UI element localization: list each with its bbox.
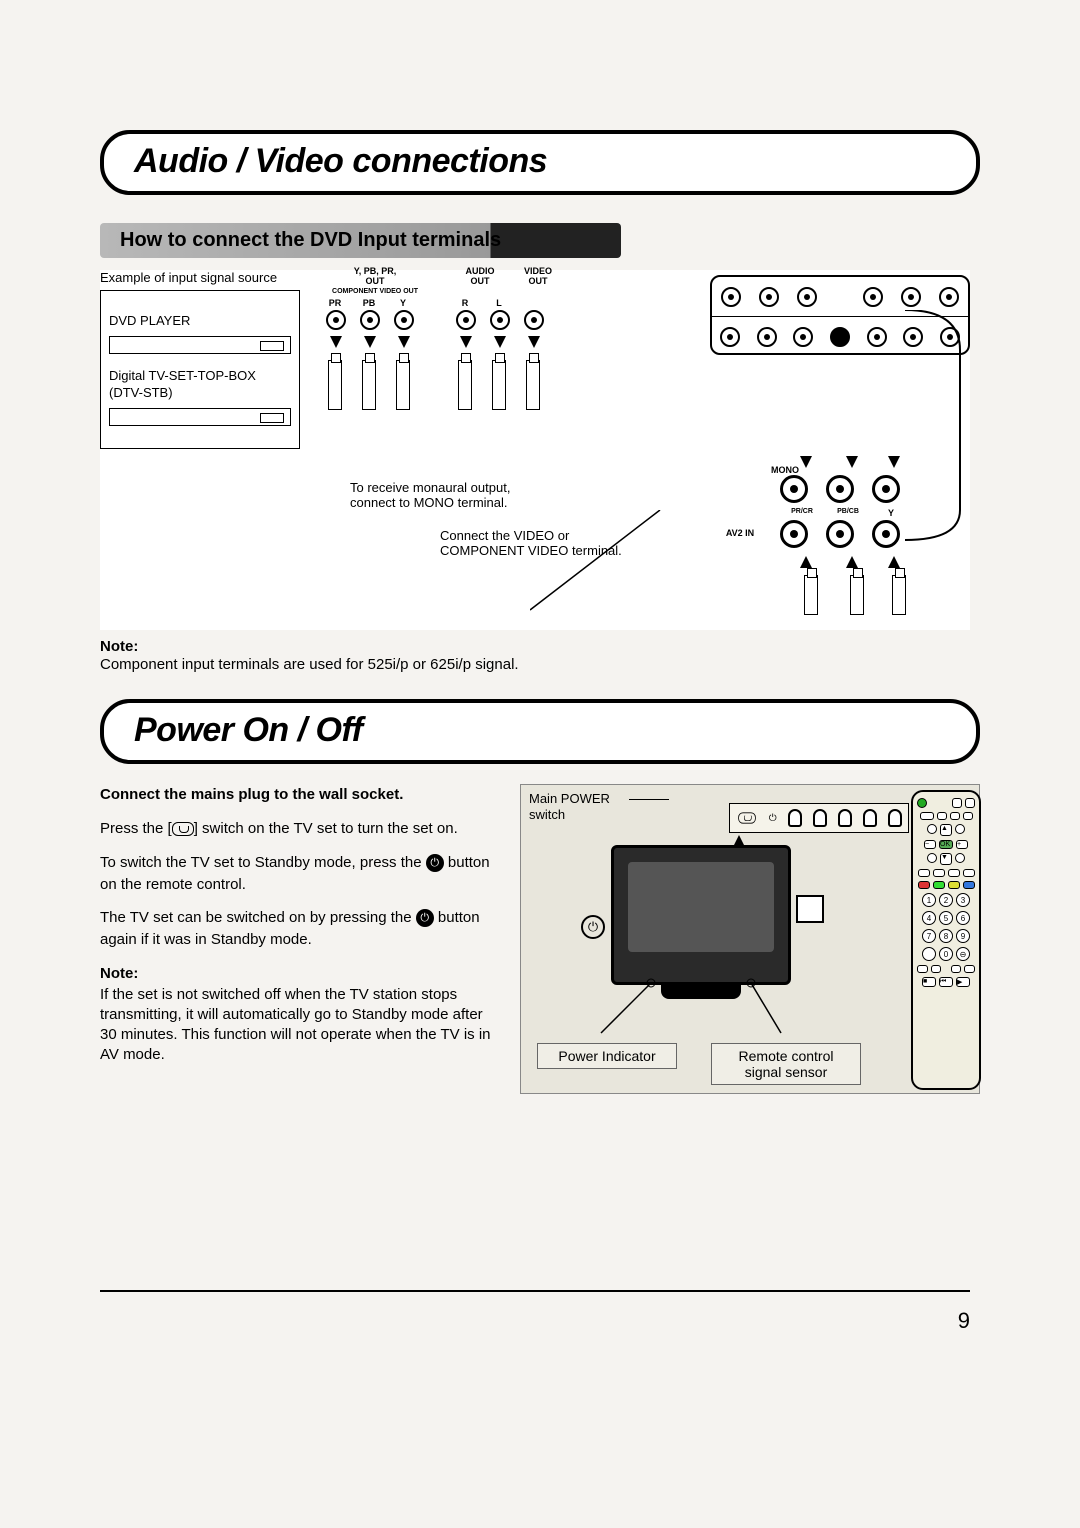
component-jacks (326, 310, 414, 330)
av2in-label: AV2 IN (720, 528, 760, 538)
power-button-icon: ⏻ (426, 854, 444, 872)
connect-plug-text: Connect the mains plug to the wall socke… (100, 784, 500, 806)
note-heading-2: Note: (100, 963, 500, 985)
section-title-power: Power On / Off (134, 711, 956, 750)
remote-control-icon: ▲ −OK+ ▼ 123 456 789 0⊖ ■⏮▶ (911, 790, 981, 1090)
remote-sensor-label: Remote control signal sensor (711, 1043, 861, 1085)
mono-note: To receive monaural output,connect to MO… (350, 480, 510, 510)
source-label: Example of input signal source (100, 270, 277, 285)
power-button-icon-2: ⏻ (416, 909, 434, 927)
standby-text: To switch the TV set to Standby mode, pr… (100, 852, 500, 896)
page-number: 9 (958, 1308, 970, 1334)
mono-jacks (780, 475, 900, 503)
power-switch-icon (172, 822, 194, 836)
dvd-player-label: DVD PLAYER (109, 313, 291, 330)
note-heading-1: Note: (100, 638, 980, 655)
component-in-jacks (780, 520, 900, 548)
section-header-power: Power On / Off (100, 699, 980, 764)
subheading-dvd: How to connect the DVD Input terminals (100, 223, 621, 258)
stb-label-1: Digital TV-SET-TOP-BOX (109, 368, 291, 385)
note-text-1: Component input terminals are used for 5… (100, 655, 980, 675)
power-instructions: Connect the mains plug to the wall socke… (100, 784, 500, 1094)
note-text-2: If the set is not switched off when the … (100, 985, 500, 1066)
stb-icon (109, 408, 291, 426)
component-label: COMPONENT VIDEO OUT (315, 288, 435, 295)
press-switch-text: Press the [] switch on the TV set to tur… (100, 818, 500, 840)
section-title-av: Audio / Video connections (134, 142, 956, 181)
power-indicator-label: Power Indicator (537, 1043, 677, 1069)
section-header-av: Audio / Video connections (100, 130, 980, 195)
source-box: DVD PLAYER Digital TV-SET-TOP-BOX (DTV-S… (100, 290, 300, 449)
dvd-player-icon (109, 336, 291, 354)
switch-on-text: The TV set can be switched on by pressin… (100, 907, 500, 951)
ypbpr-label: Y, PB, PR,OUT (340, 266, 410, 286)
audio-video-jacks (456, 310, 544, 330)
power-diagram: Main POWER switch ⏻ ⏻ (520, 784, 980, 1094)
connection-diagram: Example of input signal source DVD PLAYE… (100, 270, 970, 630)
stb-label-2: (DTV-STB) (109, 385, 291, 402)
